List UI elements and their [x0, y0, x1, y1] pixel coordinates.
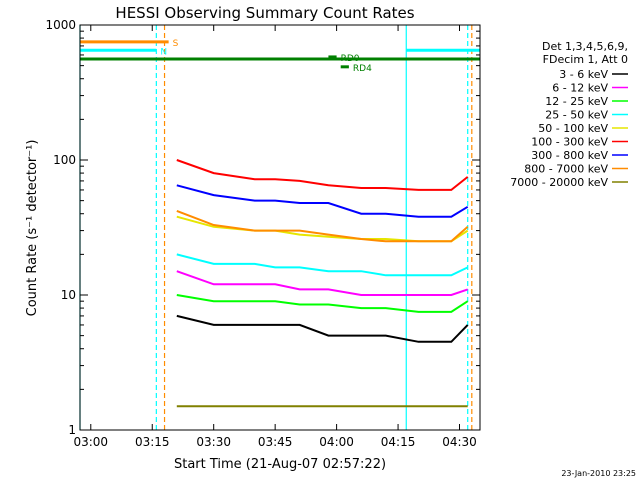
series-line-0	[176, 314, 469, 343]
series-line-2	[176, 294, 469, 313]
legend-label-0: 3 - 6 keV	[559, 68, 608, 81]
series-line-7	[176, 209, 469, 243]
y-tick-label-2: 100	[53, 153, 76, 167]
y-axis-label: Count Rate (s⁻¹ detector⁻¹)	[25, 140, 40, 317]
vlines-layer	[79, 25, 473, 430]
x-tick-label-4: 04:00	[319, 435, 354, 449]
flag-label-1: N	[160, 47, 167, 57]
flag-label-4: RD0	[341, 54, 360, 64]
series-line-4	[176, 215, 469, 243]
legend-label-8: 7000 - 20000 keV	[510, 176, 608, 189]
series-line-6	[176, 184, 469, 218]
flag-label-5: RD4	[353, 64, 372, 74]
footer-date: 23-Jan-2010 23:25	[561, 469, 636, 478]
plot-frame	[79, 24, 481, 431]
series-line-3	[176, 253, 469, 277]
x-tick-label-3: 03:45	[258, 435, 293, 449]
legend-label-2: 12 - 25 keV	[545, 95, 608, 108]
legend-label-6: 300 - 800 keV	[531, 149, 608, 162]
x-tick-label-6: 04:30	[442, 435, 477, 449]
legend: Det 1,3,4,5,6,9,FDecim 1, Att 0 3 - 6 keV…	[510, 40, 628, 189]
x-tick-label-5: 04:15	[381, 435, 416, 449]
series-layer	[176, 159, 469, 408]
y-tick-label-3: 1000	[45, 18, 76, 32]
legend-label-5: 100 - 300 keV	[531, 136, 608, 149]
legend-label-3: 25 - 50 keV	[545, 109, 608, 122]
legend-label-4: 50 - 100 keV	[538, 122, 608, 135]
y-tick-label-0: 1	[68, 423, 76, 437]
chart-title: HESSI Observing Summary Count Rates	[115, 4, 414, 22]
x-axis-label: Start Time (21-Aug-07 02:57:22)	[174, 457, 386, 472]
y-tick-label-1: 10	[61, 288, 76, 302]
legend-label-1: 6 - 12 keV	[552, 82, 608, 95]
series-line-5	[176, 159, 469, 191]
series-line-1	[176, 270, 469, 296]
legend-label-7: 800 - 7000 keV	[524, 163, 608, 176]
x-tick-label-0: 03:00	[73, 435, 108, 449]
x-tick-label-2: 03:30	[196, 435, 231, 449]
legend-header-1: FDecim 1, Att 0	[543, 53, 628, 66]
x-tick-label-1: 03:15	[135, 435, 170, 449]
axes-layer: 03:00 03:15 03:30 03:45 04:00 04:15 04:30 1 10 10…	[45, 18, 480, 449]
legend-header-0: Det 1,3,4,5,6,9,	[542, 40, 628, 53]
flag-label-0: S	[173, 39, 179, 49]
